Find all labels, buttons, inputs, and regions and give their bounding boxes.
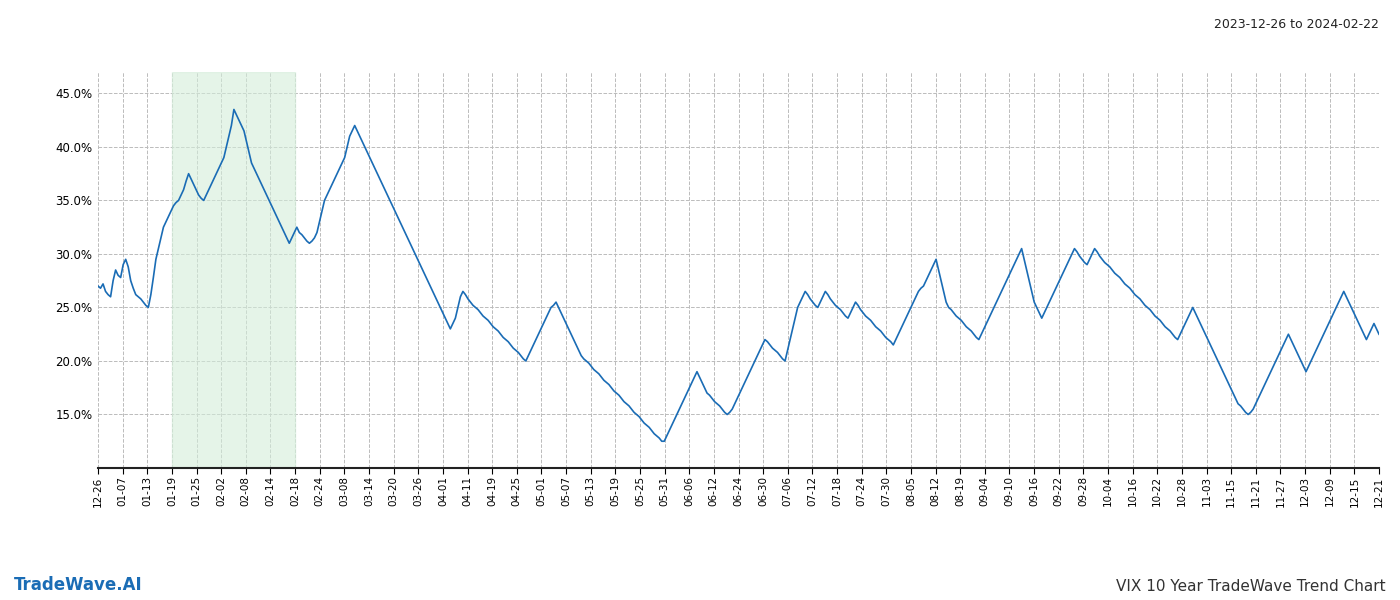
Text: 2023-12-26 to 2024-02-22: 2023-12-26 to 2024-02-22 xyxy=(1214,18,1379,31)
Bar xyxy=(172,72,295,468)
Text: TradeWave.AI: TradeWave.AI xyxy=(14,576,143,594)
Text: VIX 10 Year TradeWave Trend Chart: VIX 10 Year TradeWave Trend Chart xyxy=(1116,579,1386,594)
